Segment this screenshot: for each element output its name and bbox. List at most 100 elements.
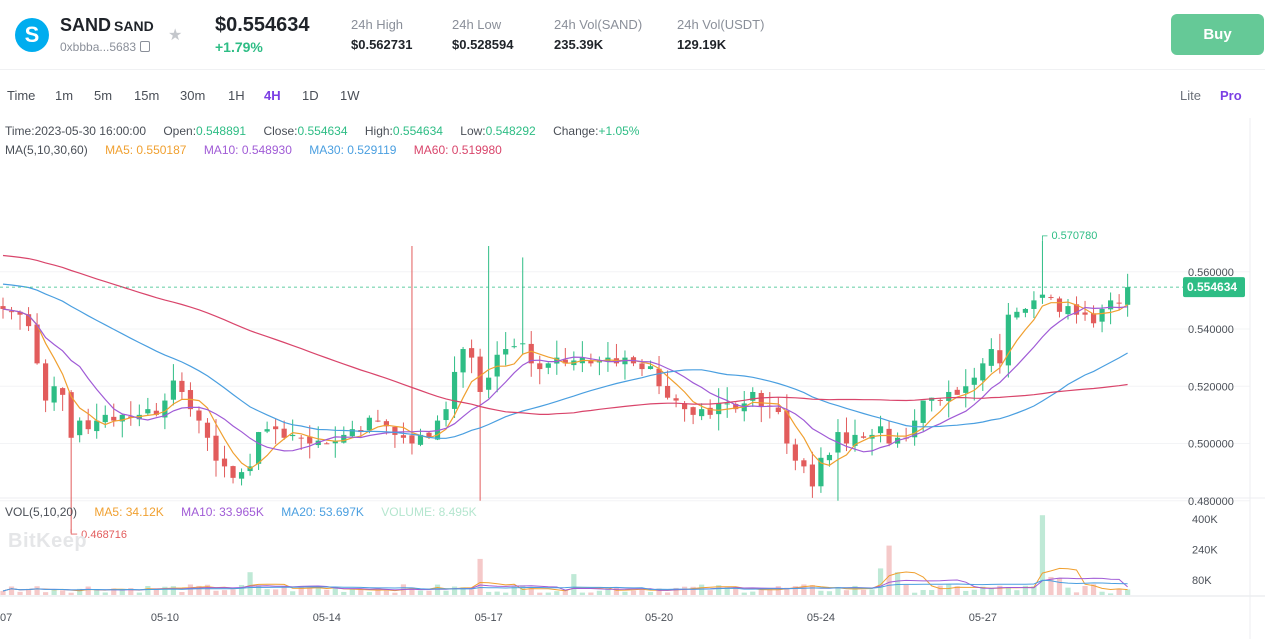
volume-bar bbox=[1073, 592, 1080, 595]
volume-bar bbox=[332, 587, 338, 595]
token-symbol: SAND SAND bbox=[60, 15, 154, 36]
volume-bar bbox=[1108, 593, 1114, 595]
candle-body bbox=[801, 460, 807, 467]
timeframe-5m[interactable]: 5m bbox=[94, 88, 113, 103]
timeframe-1m[interactable]: 1m bbox=[55, 88, 74, 103]
candle-body bbox=[256, 432, 262, 464]
volume-bar bbox=[34, 586, 40, 595]
candle-body bbox=[511, 346, 517, 348]
volume-bar bbox=[77, 588, 83, 595]
time-axis-label: 05-27 bbox=[969, 612, 997, 624]
candle-body bbox=[954, 389, 960, 395]
vol-ma20: MA20: 53.697K bbox=[281, 505, 364, 519]
volume-bar bbox=[1005, 587, 1011, 595]
volume-bar bbox=[8, 586, 15, 595]
candle-body bbox=[25, 314, 32, 327]
volume-bar bbox=[699, 584, 705, 595]
time-axis-label: 05-17 bbox=[475, 612, 503, 624]
volume-bar bbox=[758, 589, 764, 595]
volume-bar bbox=[605, 587, 611, 595]
volume-legend: VOL(5,10,20) MA5: 34.12K MA10: 33.965K M… bbox=[5, 505, 491, 519]
volume-bar bbox=[111, 588, 117, 595]
volume-bar bbox=[784, 587, 790, 595]
candle-body bbox=[477, 356, 483, 392]
candle-body bbox=[716, 403, 722, 415]
max-price-label: 0.570780 bbox=[1051, 230, 1097, 242]
candle-body bbox=[94, 420, 100, 432]
favorite-star-icon[interactable]: ★ bbox=[168, 27, 183, 44]
min-price-label: 0.468716 bbox=[81, 529, 127, 541]
volume-bar bbox=[315, 587, 321, 595]
stat-label: 24h Vol(USDT) bbox=[677, 17, 765, 32]
candle-body bbox=[1014, 311, 1020, 318]
volume-bar bbox=[324, 589, 330, 595]
volume-bar bbox=[545, 592, 551, 595]
ma60-value: MA60: 0.519980 bbox=[413, 143, 502, 157]
volume-bar bbox=[903, 584, 909, 595]
vol-ma5: MA5: 34.12K bbox=[94, 505, 164, 519]
volume-bar bbox=[477, 558, 483, 595]
current-price-tag-label: 0.554634 bbox=[1187, 280, 1237, 294]
volume-bar bbox=[25, 588, 32, 595]
vol-ma10-line bbox=[2, 577, 1128, 592]
volume-bar bbox=[852, 585, 858, 595]
contract-address[interactable]: 0xbbba...5683 bbox=[60, 40, 151, 54]
volume-bar bbox=[85, 586, 91, 595]
volume-bar bbox=[1082, 585, 1088, 595]
copy-icon[interactable] bbox=[140, 41, 151, 52]
token-symbol-sub: SAND bbox=[114, 18, 154, 34]
price-chart[interactable]: 0.554634 0.570780 0.468716 0.560000 0.54000… bbox=[0, 118, 1265, 639]
timeframe-30m[interactable]: 30m bbox=[180, 88, 206, 103]
stat-label: 24h Low bbox=[452, 17, 502, 32]
stat-24h-vol-usdt: 24h Vol(USDT) 129.19K bbox=[677, 17, 764, 52]
min-price-marker bbox=[70, 529, 78, 535]
candle-body bbox=[733, 403, 739, 410]
candle-body bbox=[980, 363, 986, 381]
volume-bar bbox=[792, 586, 798, 595]
candle-body bbox=[417, 434, 424, 445]
timeframe-1h[interactable]: 1H bbox=[228, 88, 245, 103]
timeframe-1d[interactable]: 1D bbox=[302, 88, 319, 103]
candle-body bbox=[971, 377, 977, 385]
timeframe-15m[interactable]: 15m bbox=[134, 88, 160, 103]
stat-24h-vol-sand: 24h Vol(SAND) 235.39K bbox=[554, 17, 642, 52]
mode-pro[interactable]: Pro bbox=[1220, 88, 1242, 103]
price-change: +1.79% bbox=[215, 39, 263, 55]
candle-body bbox=[545, 363, 551, 368]
volume-bar bbox=[469, 589, 475, 595]
candle-body bbox=[988, 349, 994, 366]
buy-button[interactable]: Buy bbox=[1171, 14, 1264, 55]
stat-value: $0.528594 bbox=[452, 37, 514, 52]
candle-body bbox=[17, 311, 23, 315]
candle-body bbox=[392, 426, 398, 435]
volume-bar bbox=[835, 586, 841, 595]
candle-body bbox=[758, 393, 764, 407]
timeframe-bar: Time 1m 5m 15m 30m 1H 4H 1D 1W Lite Pro bbox=[0, 84, 1265, 106]
candle-body bbox=[196, 410, 202, 421]
timeframe-4h[interactable]: 4H bbox=[264, 88, 281, 103]
candle-body bbox=[383, 421, 389, 427]
candle-body bbox=[503, 349, 509, 355]
volume-bar bbox=[826, 591, 833, 595]
volume-bar bbox=[980, 586, 986, 595]
volume-bar bbox=[528, 587, 534, 595]
time-axis-label: 05-14 bbox=[313, 612, 341, 624]
stat-value: 235.39K bbox=[554, 37, 604, 52]
candle-body bbox=[273, 426, 279, 430]
ma60-line bbox=[2, 254, 1128, 415]
timeframe-1w[interactable]: 1W bbox=[340, 88, 360, 103]
volume-bar bbox=[51, 589, 57, 595]
ma5-line bbox=[2, 301, 1128, 470]
timeframe-time[interactable]: Time bbox=[7, 88, 36, 103]
volume-bar bbox=[912, 592, 918, 595]
candle-body bbox=[937, 399, 943, 401]
mode-lite[interactable]: Lite bbox=[1180, 88, 1201, 103]
volume-bar bbox=[434, 584, 441, 595]
ohlc-high: High:0.554634 bbox=[364, 124, 443, 138]
volume-bar bbox=[1039, 515, 1046, 595]
volume-bar bbox=[673, 587, 679, 595]
stat-value: $0.562731 bbox=[351, 37, 413, 52]
volume-bar bbox=[1014, 590, 1020, 595]
candle-body bbox=[963, 386, 969, 393]
candle-body bbox=[656, 368, 662, 387]
